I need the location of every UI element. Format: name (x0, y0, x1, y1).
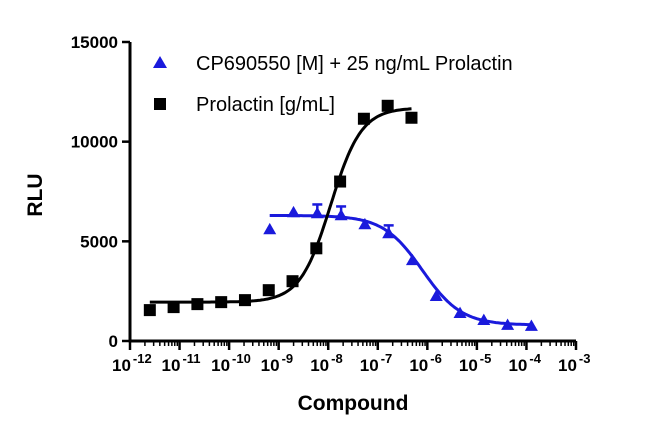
square-point (405, 111, 418, 124)
legend-label: CP690550 [M] + 25 ng/mL Prolactin (196, 53, 513, 75)
square-point (238, 294, 251, 307)
square-point (381, 99, 394, 112)
x-tick-label: 10 -6 (409, 351, 441, 375)
triangle-point (453, 306, 467, 318)
triangle-point (477, 313, 491, 325)
square-point (262, 284, 275, 297)
triangle-point (382, 226, 396, 239)
square-point (191, 298, 204, 311)
triangle-point (334, 208, 348, 221)
fit-curve-prolactin (149, 107, 412, 304)
axes: 0 5000 10000 15000 10 -12 10 -11 10 -10 10 -9 10 -8 10… (71, 33, 591, 375)
triangle-point (358, 217, 372, 230)
fit-curve-cp690550 (269, 214, 532, 327)
x-tick-label: 10 -8 (310, 351, 342, 375)
triangle-point (310, 206, 324, 219)
triangle-point (429, 289, 443, 302)
x-tick-label: 10 -5 (459, 351, 491, 375)
y-axis-title: RLU (24, 173, 47, 216)
x-tick-label: 10 -11 (162, 351, 201, 375)
triangle-point (287, 205, 301, 218)
y-tick-label: 5000 (80, 232, 118, 251)
square-point (143, 304, 156, 317)
triangle-point (524, 319, 538, 331)
data-points (143, 99, 538, 331)
square-point (167, 301, 180, 314)
square-point (215, 296, 228, 309)
x-tick-label: 10 -10 (211, 351, 251, 375)
triangle-point (263, 222, 277, 235)
x-axis-title: Compound (298, 392, 409, 415)
square-point (357, 112, 370, 125)
x-tick-label: 10 -3 (558, 351, 590, 375)
legend: CP690550 [M] + 25 ng/mL Prolactin Prolact… (153, 53, 513, 116)
y-tick-label: 0 (109, 332, 118, 351)
square-point (286, 275, 299, 288)
x-tick-label: 10 -7 (360, 351, 392, 375)
triangle-point (405, 253, 419, 266)
triangle-point (501, 318, 515, 330)
legend-label: Prolactin [g/mL] (196, 94, 335, 116)
legend-triangle-marker (153, 56, 167, 68)
x-tick-label: 10 -12 (112, 351, 152, 375)
y-tick-label: 10000 (71, 133, 118, 152)
square-point (334, 175, 347, 188)
x-tick-label: 10 -9 (261, 351, 293, 375)
y-tick-label: 15000 (71, 33, 118, 52)
square-point (310, 242, 323, 255)
legend-square-marker (154, 98, 166, 110)
x-tick-label: 10 -4 (508, 351, 541, 375)
